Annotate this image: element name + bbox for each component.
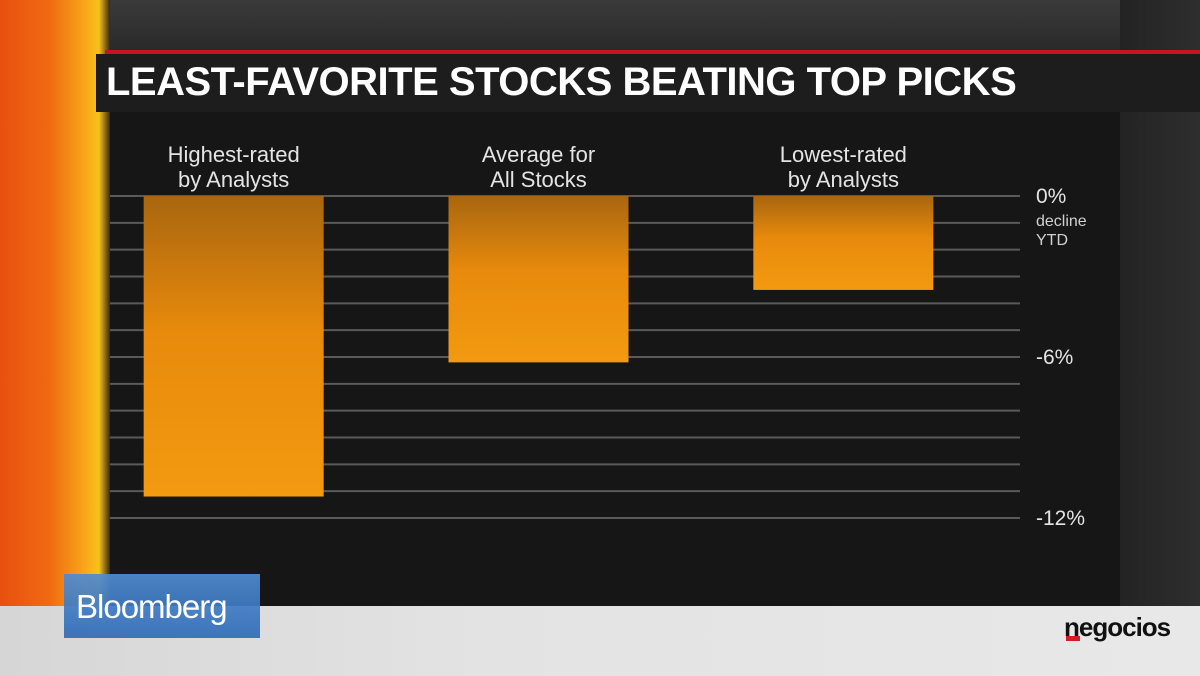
category-label: Average for — [482, 142, 595, 167]
bloomberg-logo-text: Bloomberg — [76, 588, 228, 625]
bar — [143, 196, 324, 497]
bar — [753, 196, 934, 290]
background-orange-strip — [0, 0, 110, 606]
negocios-logo: negocios — [1064, 612, 1171, 642]
title-accent-line — [105, 50, 1200, 54]
title-bar — [96, 54, 1200, 112]
category-label: Lowest-rated — [780, 142, 907, 167]
chart-title: LEAST-FAVORITE STOCKS BEATING TOP PICKS — [106, 60, 1017, 104]
background-top — [110, 0, 1120, 50]
chart-panel: Highest-rated by Analysts Average for All S… — [110, 112, 1120, 606]
y-tick-sublabel: YTD — [1036, 232, 1068, 249]
bloomberg-logo — [64, 574, 260, 638]
y-tick-label: 0% — [1036, 185, 1066, 208]
category-label: Highest-rated — [168, 142, 300, 167]
category-label: All Stocks — [490, 167, 587, 192]
y-tick-label: -12% — [1036, 507, 1085, 530]
y-tick-sublabel: decline — [1036, 213, 1087, 230]
negocios-logo-accent — [1066, 636, 1080, 641]
category-label: by Analysts — [788, 167, 899, 192]
bar — [448, 196, 629, 363]
y-tick-label: -6% — [1036, 346, 1073, 369]
category-label: by Analysts — [178, 167, 289, 192]
